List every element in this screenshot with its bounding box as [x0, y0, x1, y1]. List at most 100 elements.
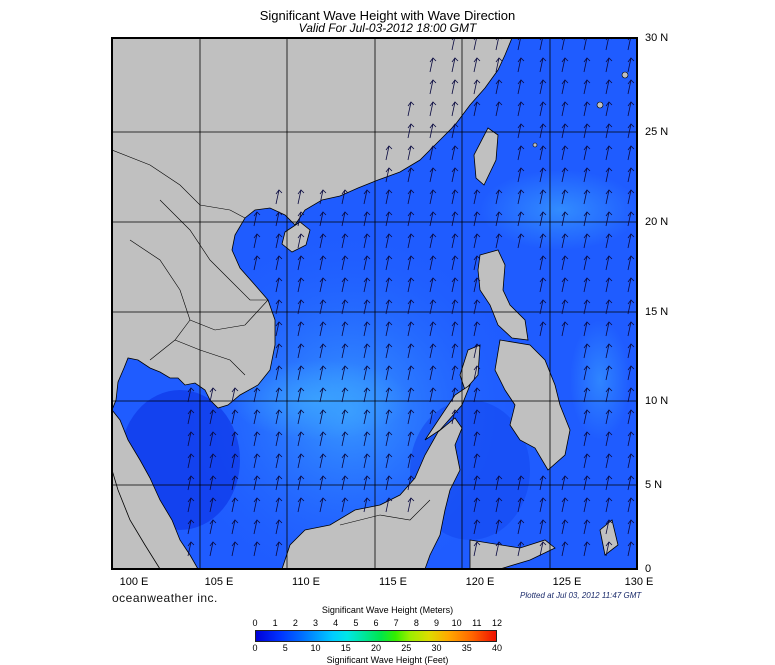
- wave-arrow-head: [605, 497, 613, 503]
- wave-arrow-head: [275, 541, 283, 547]
- wave-arrow-head: [605, 255, 613, 261]
- wave-arrow: [187, 519, 192, 535]
- plotted-timestamp: Plotted at Jul 03, 2012 11:47 GMT: [520, 591, 642, 600]
- wave-arrow: [451, 365, 456, 381]
- wave-arrow-head: [583, 57, 591, 63]
- wave-arrow-head: [275, 321, 283, 327]
- wave-arrow-head: [605, 365, 613, 371]
- lon-label-100e: 100 E: [119, 576, 149, 588]
- lon-label-120e: 120 E: [465, 576, 495, 588]
- wave-arrow-head: [561, 475, 569, 481]
- wave-arrow: [341, 299, 346, 315]
- wave-arrow-head: [275, 299, 283, 305]
- wave-arrow: [473, 101, 478, 117]
- wave-arrow: [429, 79, 434, 95]
- wave-arrow-head: [583, 145, 591, 151]
- wave-arrow-head: [319, 233, 327, 239]
- wave-arrow-head: [451, 167, 459, 173]
- wave-arrow: [583, 189, 588, 205]
- wave-arrow: [297, 189, 302, 205]
- wave-arrow-head: [341, 255, 349, 261]
- wave-arrow-head: [341, 189, 349, 195]
- wave-arrow: [605, 475, 610, 491]
- wave-arrow: [187, 453, 192, 469]
- wave-arrow-head: [627, 343, 635, 349]
- wave-arrow: [341, 233, 346, 249]
- wave-arrow-head: [561, 211, 569, 217]
- wave-arrow: [341, 211, 346, 227]
- colorbar-meter-tick: 9: [433, 618, 439, 628]
- wave-arrow: [605, 277, 610, 293]
- wave-arrow-head: [473, 57, 481, 63]
- wave-arrow-head: [363, 277, 371, 283]
- wave-arrow: [473, 541, 478, 557]
- wave-arrow-head: [319, 189, 327, 195]
- wave-arrow-head: [187, 409, 195, 415]
- colorbar-meter-tick: 12: [491, 618, 502, 628]
- wave-arrow-head: [253, 475, 261, 481]
- wave-arrow: [561, 79, 566, 95]
- wave-arrow-head: [561, 255, 569, 261]
- wave-arrow: [253, 453, 258, 469]
- wave-arrow: [605, 453, 610, 469]
- wave-arrow-head: [539, 79, 547, 85]
- wave-arrow: [407, 343, 412, 359]
- wave-arrow: [363, 365, 368, 381]
- wave-arrow-head: [627, 431, 635, 437]
- wave-arrow: [385, 277, 390, 293]
- wave-arrow-head: [627, 255, 635, 261]
- wave-arrow-head: [429, 57, 437, 63]
- wave-arrow: [539, 211, 544, 227]
- wave-arrow: [253, 387, 258, 403]
- wave-arrow: [297, 365, 302, 381]
- map-subtitle: Valid For Jul-03-2012 18:00 GMT: [298, 21, 477, 35]
- wave-arrow: [407, 299, 412, 315]
- wave-arrow: [627, 541, 632, 557]
- wave-arrow: [209, 541, 214, 557]
- wave-arrow-head: [583, 123, 591, 129]
- wave-arrow-head: [583, 189, 591, 195]
- colorbar-feet-tick: 30: [431, 643, 442, 653]
- wave-arrow-head: [451, 277, 459, 283]
- wave-arrow-head: [275, 519, 283, 525]
- wave-arrow-head: [319, 475, 327, 481]
- wave-arrow-head: [627, 189, 635, 195]
- wave-arrow-head: [275, 431, 283, 437]
- wave-arrow-head: [583, 541, 591, 547]
- wave-arrow-head: [297, 475, 305, 481]
- wave-arrow: [341, 497, 346, 513]
- wave-arrow: [363, 299, 368, 315]
- wave-arrow-head: [605, 431, 613, 437]
- wave-arrow: [539, 255, 544, 271]
- wave-arrow: [429, 321, 434, 337]
- wave-arrow-head: [385, 189, 393, 195]
- wave-arrow-head: [209, 409, 217, 415]
- wave-arrow-head: [407, 299, 415, 305]
- wave-arrow: [539, 475, 544, 491]
- wave-arrow: [583, 365, 588, 381]
- wave-arrow-head: [385, 299, 393, 305]
- wave-arrow-head: [275, 255, 283, 261]
- wave-arrow: [319, 431, 324, 447]
- wave-arrow: [363, 255, 368, 271]
- wave-arrow: [583, 123, 588, 139]
- wave-arrow: [385, 255, 390, 271]
- wave-arrow: [451, 167, 456, 183]
- wave-arrow-head: [297, 233, 305, 239]
- wave-arrow-head: [407, 277, 415, 283]
- wave-arrow-head: [627, 277, 635, 283]
- wave-arrow: [407, 475, 412, 491]
- land-sulawesi: [469, 539, 556, 569]
- wave-arrow: [385, 321, 390, 337]
- wave-arrow-head: [583, 475, 591, 481]
- wave-arrow: [385, 431, 390, 447]
- wave-arrow: [473, 189, 478, 205]
- wave-arrow-head: [407, 101, 415, 107]
- wave-arrow-head: [407, 343, 415, 349]
- wave-arrow: [539, 101, 544, 117]
- wave-arrow: [231, 387, 236, 403]
- wave-arrow-head: [407, 255, 415, 261]
- wave-arrow: [341, 343, 346, 359]
- wave-arrow: [253, 475, 258, 491]
- wave-arrow-head: [297, 321, 305, 327]
